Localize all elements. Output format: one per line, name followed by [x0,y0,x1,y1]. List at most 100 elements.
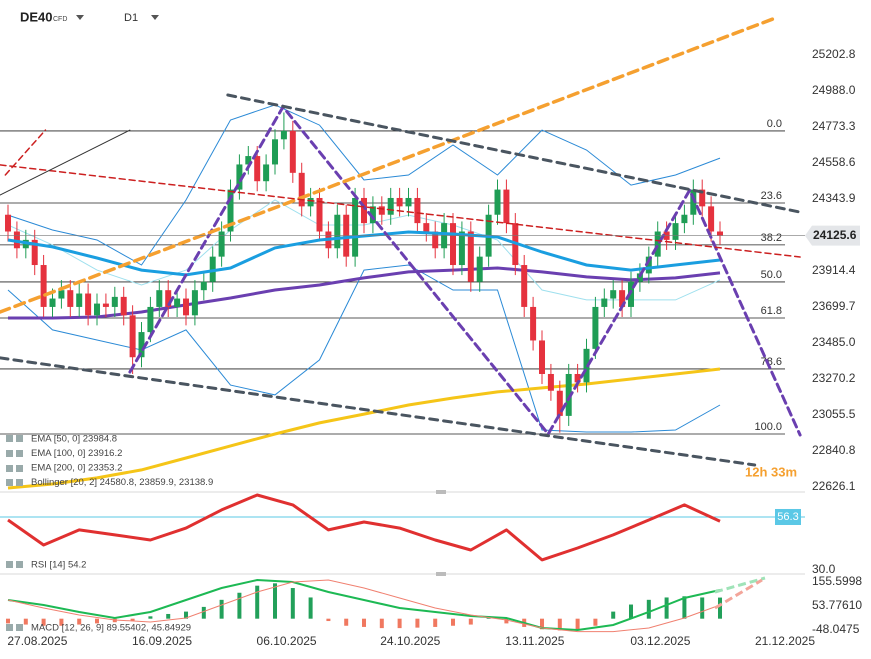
candle-body [450,223,457,266]
main-pane: 0.0 23.6 38.2 50.0 61.8 78.6 100.0 [0,16,805,490]
rsi-marker-label: 56.3 [777,511,798,523]
candle-body [387,197,394,215]
trend-drawing [0,356,757,467]
macd-bar [557,618,562,631]
y-tick-label: 23914.4 [812,263,856,277]
dropdown-arrow[interactable] [151,15,159,20]
y-tick-label: 53.77610 [812,598,862,612]
candle-body [67,290,74,307]
pane-label: RSI [14] 54.2 [31,560,86,571]
candle-body [120,296,127,316]
y-tick-label: 24988.0 [812,83,856,97]
candle-body [156,290,163,307]
candle-body [369,206,376,224]
x-tick-label: 27.08.2025 [7,634,67,648]
instrument-type: CFD [53,16,67,23]
macd-bar [237,592,242,619]
macd-bar [362,618,367,627]
macd-bar [593,618,598,626]
macd-bar [166,613,171,619]
macd-bar [344,618,349,626]
candle-body [645,256,652,274]
y-tick-label: -48.0475 [812,622,860,636]
candle-body [628,281,635,307]
macd-bar [504,618,509,624]
candle-body [200,281,207,291]
trend-drawing [226,93,802,214]
macd-bar [629,604,634,619]
x-tick-label: 21.12.2025 [755,634,815,648]
macd-bar [575,618,580,630]
candle-body [289,130,296,173]
candle-body [209,256,216,282]
dropdown-arrow[interactable] [76,15,84,20]
indicator-panes [0,493,805,633]
y-tick-label: 23055.5 [812,407,856,421]
candle-body [129,315,136,358]
fib-label: 0.0 [767,118,782,130]
candle-body [636,273,643,282]
macd-bar [540,618,545,630]
x-tick-label: 06.10.2025 [257,634,317,648]
fib-label: 100.0 [754,421,782,433]
x-tick-label: 16.09.2025 [132,634,192,648]
candle-body [218,231,225,257]
candle-body [307,197,314,207]
candle-body [245,156,252,165]
macd-bar [130,618,135,622]
timeframe[interactable]: D1 [124,12,138,24]
candle-body [619,290,626,307]
macd-bar [664,597,669,619]
macd-bar [379,618,384,629]
candle-body [174,298,181,307]
candle-body [191,290,198,316]
macd-bar [326,618,331,622]
candle-body [601,298,608,307]
y-tick-label: 155.5998 [812,574,862,588]
indicator-line [7,230,721,277]
candle-body [94,303,101,316]
pane-label: MACD [12, 26, 9] 89.55402, 45.84929 [31,623,191,634]
candle-body [361,197,368,224]
pane-grip[interactable] [436,572,446,576]
macd-bar [451,618,456,626]
rsi-marker-box [775,508,801,525]
macd-bar [95,618,100,624]
symbol[interactable]: DE40 [20,9,53,24]
macd-bar [433,618,438,627]
candle-body [138,332,145,358]
candle-body [254,156,261,182]
macd-bar [718,597,723,619]
candle-body [565,373,572,416]
trend-drawing [0,16,777,314]
macd-bar [23,618,28,625]
macd-bar [290,588,295,619]
candle-body [539,340,546,374]
trend-drawing [0,129,131,196]
candle-body [690,189,697,215]
legend-entry: EMA [100, 0] 23916.2 [31,448,122,459]
candle-body [40,265,47,307]
candle-body [298,172,305,207]
fib-label: 38.2 [761,232,782,244]
candle-body [467,231,474,282]
candle-body [654,231,661,257]
candle-body [717,231,724,236]
x-tick-label: 03.12.2025 [630,634,690,648]
candle-body [147,306,154,333]
candle-body [183,298,190,316]
x-tick-label: 24.10.2025 [380,634,440,648]
rsi-line [7,493,721,562]
candle-body [405,197,412,207]
legend-entry: Bollinger [20, 2] 24580.8, 23859.9, 2313… [31,477,213,488]
pane-grip[interactable] [436,490,446,494]
candle-body [165,290,172,307]
y-tick-label: 22840.8 [812,443,856,457]
macd-bar [77,618,82,625]
y-tick-label: 25202.8 [812,47,856,61]
candle-body [503,189,510,224]
candle-body [352,197,359,257]
y-tick-label: 23485.0 [812,335,856,349]
candle-body [58,290,65,299]
candle-body [458,231,465,266]
